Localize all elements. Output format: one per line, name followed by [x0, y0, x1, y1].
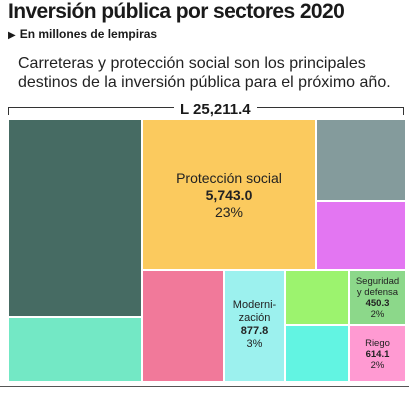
tile-percent: 23% — [214, 204, 244, 220]
subtitle-text: En millones de lempiras — [19, 27, 158, 41]
tile-percent: 2% — [370, 360, 385, 371]
tile-label-seguridad-defensa: Seguridad y defensa 450.3 2% — [350, 276, 405, 320]
treemap-tile-mint — [8, 317, 142, 382]
treemap-tile-lime — [285, 270, 349, 325]
bracket-right-tick — [403, 107, 404, 115]
bracket-left-tick — [8, 107, 9, 115]
treemap-tile-modernizacion: Moderni- zación 877.8 3% — [224, 270, 285, 382]
tile-label-riego: Riego 614.1 2% — [350, 338, 405, 371]
tile-value: 5,743.0 — [205, 187, 253, 203]
tile-percent: 2% — [370, 309, 385, 320]
chart-subtitle: ▶ En millones de lempiras — [8, 27, 157, 41]
tile-percent: 3% — [246, 338, 263, 350]
tile-label-proteccion-social: Protección social 5,743.0 23% — [143, 170, 315, 221]
treemap-tile-cyan — [285, 325, 349, 382]
description-line-1: Carreteras y protección social son los p… — [18, 55, 366, 72]
tile-name: Seguridad y defensa — [355, 276, 400, 298]
total-bracket: L 25,211.4 — [8, 101, 404, 118]
tile-value: 877.8 — [240, 325, 269, 337]
treemap-tile-dark-teal — [8, 119, 142, 317]
chart-description: Carreteras y protección social son los p… — [18, 54, 391, 92]
treemap-tile-proteccion-social: Protección social 5,743.0 23% — [142, 119, 316, 270]
tile-name: Moderni- zación — [232, 299, 277, 324]
treemap-tile-pink — [142, 270, 224, 382]
baseline-rule — [0, 386, 409, 387]
treemap-tile-riego: Riego 614.1 2% — [349, 325, 406, 382]
treemap-tile-violet — [316, 201, 406, 270]
treemap-tile-seguridad-defensa: Seguridad y defensa 450.3 2% — [349, 270, 406, 325]
tile-name: Riego — [365, 338, 390, 349]
triangle-bullet-icon: ▶ — [8, 30, 16, 41]
tile-value: 450.3 — [365, 298, 390, 309]
chart-title: Inversión pública por sectores 2020 — [8, 0, 345, 23]
total-label: L 25,211.4 — [174, 101, 257, 118]
tile-label-modernizacion: Moderni- zación 877.8 3% — [225, 299, 284, 351]
tile-name: Protección social — [176, 170, 282, 186]
tile-value: 614.1 — [365, 349, 390, 360]
treemap-tile-slate-gray — [316, 119, 406, 201]
description-line-2: destinos de la inversión pública para el… — [18, 74, 391, 91]
